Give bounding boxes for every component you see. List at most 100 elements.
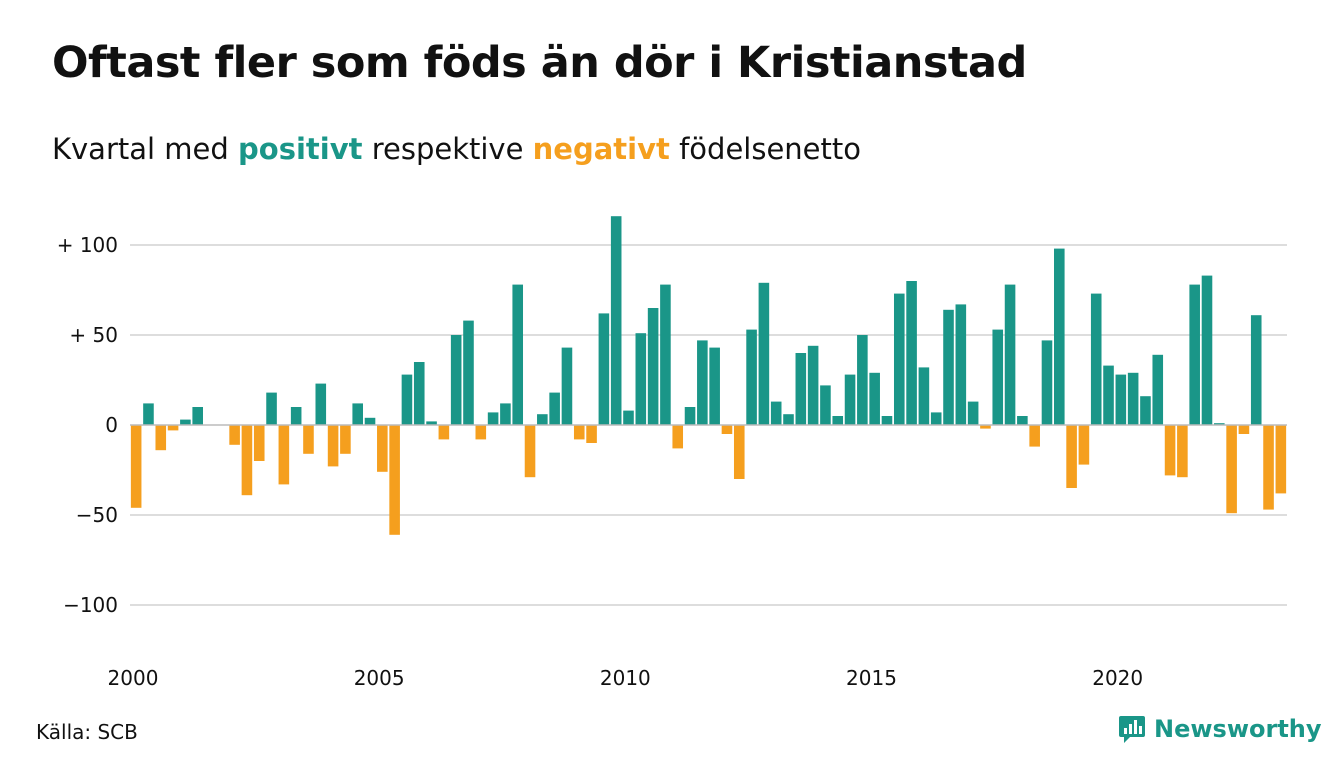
bar-positive <box>450 335 462 425</box>
bar-positive <box>315 383 327 425</box>
bar-positive <box>770 401 782 425</box>
bar-negative <box>1238 425 1250 434</box>
bar-negative <box>253 425 265 461</box>
bar-negative <box>1066 425 1077 488</box>
bar-negative <box>389 425 400 535</box>
bar-positive <box>1090 293 1102 425</box>
bar-positive <box>660 284 671 425</box>
bar-positive <box>413 362 425 425</box>
bar-negative <box>573 425 585 440</box>
y-tick-label: 0 <box>105 413 118 437</box>
subtitle-positive-word: positivt <box>238 132 363 166</box>
bar-positive <box>881 416 893 425</box>
bar-positive <box>1189 284 1200 425</box>
bar-negative <box>438 425 450 440</box>
bar-positive <box>1152 354 1164 425</box>
y-tick-label: + 50 <box>69 323 118 347</box>
bar-positive <box>549 392 560 425</box>
bar-negative <box>1263 425 1274 510</box>
bar-positive <box>1127 372 1139 425</box>
bar-negative <box>340 425 351 454</box>
bar-positive <box>992 329 1004 425</box>
bar-negative <box>303 425 314 454</box>
y-tick-label: −100 <box>63 593 118 617</box>
bar-positive <box>918 367 930 425</box>
brand: Newsworthy <box>1118 714 1322 744</box>
bar-positive <box>537 414 548 425</box>
bar-positive <box>610 216 622 425</box>
bar-positive <box>623 410 634 425</box>
bar-negative <box>721 425 733 434</box>
bar-positive <box>684 407 696 425</box>
x-tick-label: 2000 <box>108 666 159 690</box>
subtitle-prefix: Kvartal med <box>52 132 239 166</box>
brand-name: Newsworthy <box>1154 715 1322 743</box>
bar-positive <box>1053 248 1065 425</box>
subtitle-suffix: födelsenetto <box>669 132 861 166</box>
bar-positive <box>143 403 154 425</box>
bar-negative <box>733 425 745 479</box>
chart-subtitle: Kvartal med positivt respektive negativt… <box>52 132 861 166</box>
bar-positive <box>820 385 831 425</box>
bar-positive <box>1017 416 1028 425</box>
bar-positive <box>807 345 819 425</box>
bar-negative <box>130 425 142 508</box>
bar-negative <box>167 425 179 431</box>
bar-positive <box>893 293 905 425</box>
bar-negative <box>475 425 487 440</box>
bar-negative <box>586 425 597 443</box>
bar-positive <box>1140 396 1151 425</box>
bar-negative <box>1177 425 1188 478</box>
bar-positive <box>857 335 868 425</box>
bar-negative <box>155 425 167 451</box>
bar-positive <box>487 412 499 425</box>
bar-positive <box>401 374 413 425</box>
bar-negative <box>1275 425 1287 494</box>
bar-negative <box>327 425 339 467</box>
bar-positive <box>832 416 844 425</box>
subtitle-middle: respektive <box>362 132 533 166</box>
bar-negative <box>229 425 240 445</box>
bar-positive <box>426 421 437 425</box>
bar-positive <box>869 372 880 425</box>
bar-negative <box>1078 425 1090 465</box>
bar-positive <box>955 304 967 425</box>
bar-negative <box>278 425 290 485</box>
bar-positive <box>783 414 794 425</box>
bar-negative <box>1029 425 1040 447</box>
bar-positive <box>647 308 659 425</box>
bar-positive <box>561 347 573 425</box>
bar-positive <box>463 320 474 425</box>
bar-positive <box>943 309 954 425</box>
source-note: Källa: SCB <box>36 720 138 744</box>
bar-positive <box>290 407 302 425</box>
bar-negative <box>1164 425 1176 476</box>
bar-positive <box>192 407 203 425</box>
x-tick-label: 2020 <box>1092 666 1143 690</box>
newsworthy-logo-icon <box>1119 716 1145 743</box>
bar-negative <box>1226 425 1237 514</box>
bar-positive <box>180 419 191 425</box>
bar-positive <box>364 417 376 425</box>
bar-positive <box>1103 365 1114 425</box>
bar-positive <box>1041 340 1053 425</box>
bar-positive <box>1115 374 1127 425</box>
bar-positive <box>266 392 277 425</box>
bar-positive <box>709 347 720 425</box>
bar-positive <box>795 353 807 425</box>
bar-positive <box>1214 423 1225 425</box>
bar-positive <box>500 403 511 425</box>
bar-positive <box>635 333 647 425</box>
bar-positive <box>1004 284 1016 425</box>
bar-positive <box>746 329 757 425</box>
bar-positive <box>758 282 770 425</box>
bar-negative <box>524 425 536 478</box>
bar-positive <box>967 401 979 425</box>
chart-title: Oftast fler som föds än dör i Kristianst… <box>52 38 1027 88</box>
bar-positive <box>1250 315 1262 425</box>
bar-positive <box>906 281 917 425</box>
bar-positive <box>352 403 364 425</box>
bar-negative <box>377 425 388 472</box>
x-tick-label: 2010 <box>600 666 651 690</box>
